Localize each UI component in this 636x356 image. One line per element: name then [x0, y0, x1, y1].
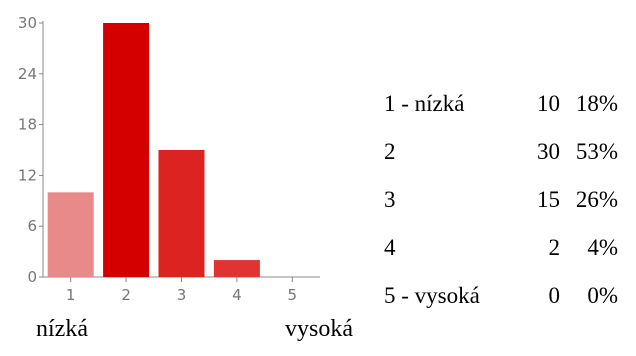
y-tick-label: 24 [18, 65, 37, 83]
y-tick-label: 30 [18, 14, 37, 32]
bar-2 [103, 23, 150, 277]
summary-label: 2 [384, 139, 396, 164]
x-tick-label: 1 [66, 286, 76, 304]
scale-low-label: nízká [36, 316, 88, 342]
bars [47, 23, 260, 277]
summary-row: 5 - vysoká 0 0% [384, 272, 618, 320]
bar-3 [158, 150, 205, 277]
summary-row: 2 30 53% [384, 128, 618, 176]
summary-label: 1 - nízká [384, 91, 465, 116]
x-tick-label: 4 [232, 286, 242, 304]
y-tick-label: 12 [18, 166, 37, 184]
summary-count: 30 [537, 139, 560, 164]
summary-row: 4 2 4% [384, 224, 618, 272]
summary-count: 0 [548, 283, 561, 308]
summary-percent: 4% [587, 235, 618, 260]
bar-1 [47, 192, 94, 277]
scale-high-label: vysoká [285, 316, 353, 342]
y-tick-label: 6 [27, 217, 37, 235]
summary-percent: 53% [575, 139, 618, 164]
summary-label: 3 [384, 187, 396, 212]
summary-table: 1 - nízká 10 18% 2 30 53% 3 15 26% 4 2 4… [384, 80, 618, 320]
y-tick-label: 18 [18, 116, 37, 134]
x-tick-label: 5 [288, 286, 298, 304]
x-axis: 1 2 3 4 5 [43, 276, 320, 304]
y-tick-label: 0 [27, 268, 37, 286]
summary-label: 5 - vysoká [384, 283, 480, 308]
summary-row: 1 - nízká 10 18% [384, 80, 618, 128]
summary-percent: 26% [575, 187, 618, 212]
summary-count: 15 [537, 187, 560, 212]
y-axis: 0 6 12 18 24 30 [18, 14, 44, 286]
summary-percent: 18% [575, 91, 618, 116]
x-tick-label: 2 [121, 286, 131, 304]
summary-label: 4 [384, 235, 396, 260]
summary-count: 10 [537, 91, 560, 116]
x-tick-label: 3 [177, 286, 187, 304]
bar-4 [213, 260, 260, 277]
summary-percent: 0% [587, 283, 618, 308]
summary-count: 2 [548, 235, 561, 260]
summary-row: 3 15 26% [384, 176, 618, 224]
